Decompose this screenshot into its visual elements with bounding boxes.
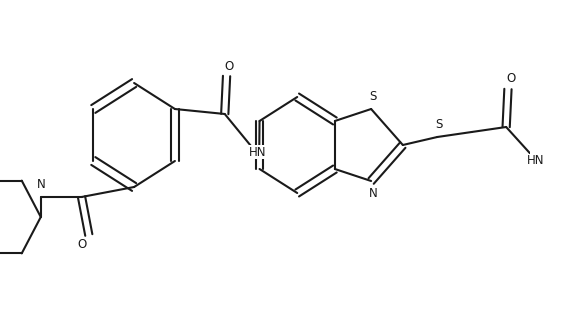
Text: O: O bbox=[225, 60, 234, 73]
Text: S: S bbox=[435, 118, 443, 131]
Text: N: N bbox=[369, 187, 377, 200]
Text: HN: HN bbox=[527, 154, 545, 167]
Text: N: N bbox=[36, 179, 45, 192]
Text: S: S bbox=[369, 91, 377, 104]
Text: HN: HN bbox=[249, 145, 266, 158]
Text: O: O bbox=[77, 238, 86, 251]
Text: O: O bbox=[506, 73, 515, 86]
